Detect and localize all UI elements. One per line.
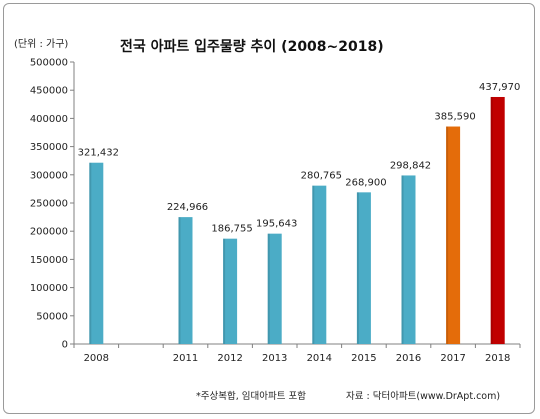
bar — [178, 217, 193, 344]
x-tick-label: 2017 — [440, 353, 465, 364]
bar — [356, 192, 371, 344]
bar — [446, 126, 461, 344]
y-tick-label: 0 — [62, 340, 68, 351]
bar-edge — [312, 185, 315, 344]
y-tick-label: 300000 — [30, 170, 68, 181]
bar — [401, 175, 416, 344]
bar-edge — [223, 238, 226, 344]
data-label: 321,432 — [78, 148, 119, 159]
bar — [89, 162, 104, 344]
bar-edge — [401, 175, 404, 344]
bar-edge — [446, 126, 449, 344]
bar — [490, 96, 505, 344]
bar-edge — [178, 217, 181, 344]
x-tick-label: 2015 — [351, 353, 376, 364]
bar-edge — [490, 96, 493, 344]
data-label: 268,900 — [345, 177, 386, 188]
data-label: 280,765 — [301, 171, 342, 182]
data-label: 195,643 — [256, 219, 297, 230]
x-tick-label: 2012 — [217, 353, 242, 364]
x-tick-label: 2016 — [396, 353, 421, 364]
x-tick-label: 2013 — [262, 353, 287, 364]
x-tick-label: 2014 — [307, 353, 332, 364]
bar-edge — [356, 192, 359, 344]
bar — [267, 233, 282, 344]
y-tick-label: 100000 — [30, 283, 68, 294]
bar-edge — [267, 233, 270, 344]
footnote: *주상복합, 임대아파트 포함 — [196, 391, 306, 402]
bar — [312, 185, 327, 344]
x-tick-label: 2018 — [485, 353, 510, 364]
y-tick-label: 50000 — [36, 311, 68, 322]
chart-title: 전국 아파트 입주물량 추이 (2008~2018) — [120, 39, 384, 55]
data-label: 437,970 — [479, 82, 520, 93]
data-label: 186,755 — [211, 224, 252, 235]
data-label: 298,842 — [390, 160, 431, 171]
x-tick-label: 2011 — [173, 353, 198, 364]
bar-edge — [89, 162, 92, 344]
y-tick-label: 250000 — [30, 199, 68, 210]
y-tick-label: 500000 — [30, 58, 68, 69]
x-tick-label: 2008 — [84, 353, 109, 364]
data-label: 224,966 — [167, 202, 208, 213]
unit-label: (단위 : 가구) — [14, 39, 69, 50]
bar — [223, 238, 238, 344]
y-tick-label: 400000 — [30, 114, 68, 125]
y-tick-label: 450000 — [30, 86, 68, 97]
y-tick-label: 350000 — [30, 142, 68, 153]
y-tick-label: 200000 — [30, 227, 68, 238]
data-label: 385,590 — [434, 112, 475, 123]
y-tick-label: 150000 — [30, 255, 68, 266]
source-note: 자료 : 닥터아파트(www.DrApt.com) — [346, 391, 501, 402]
